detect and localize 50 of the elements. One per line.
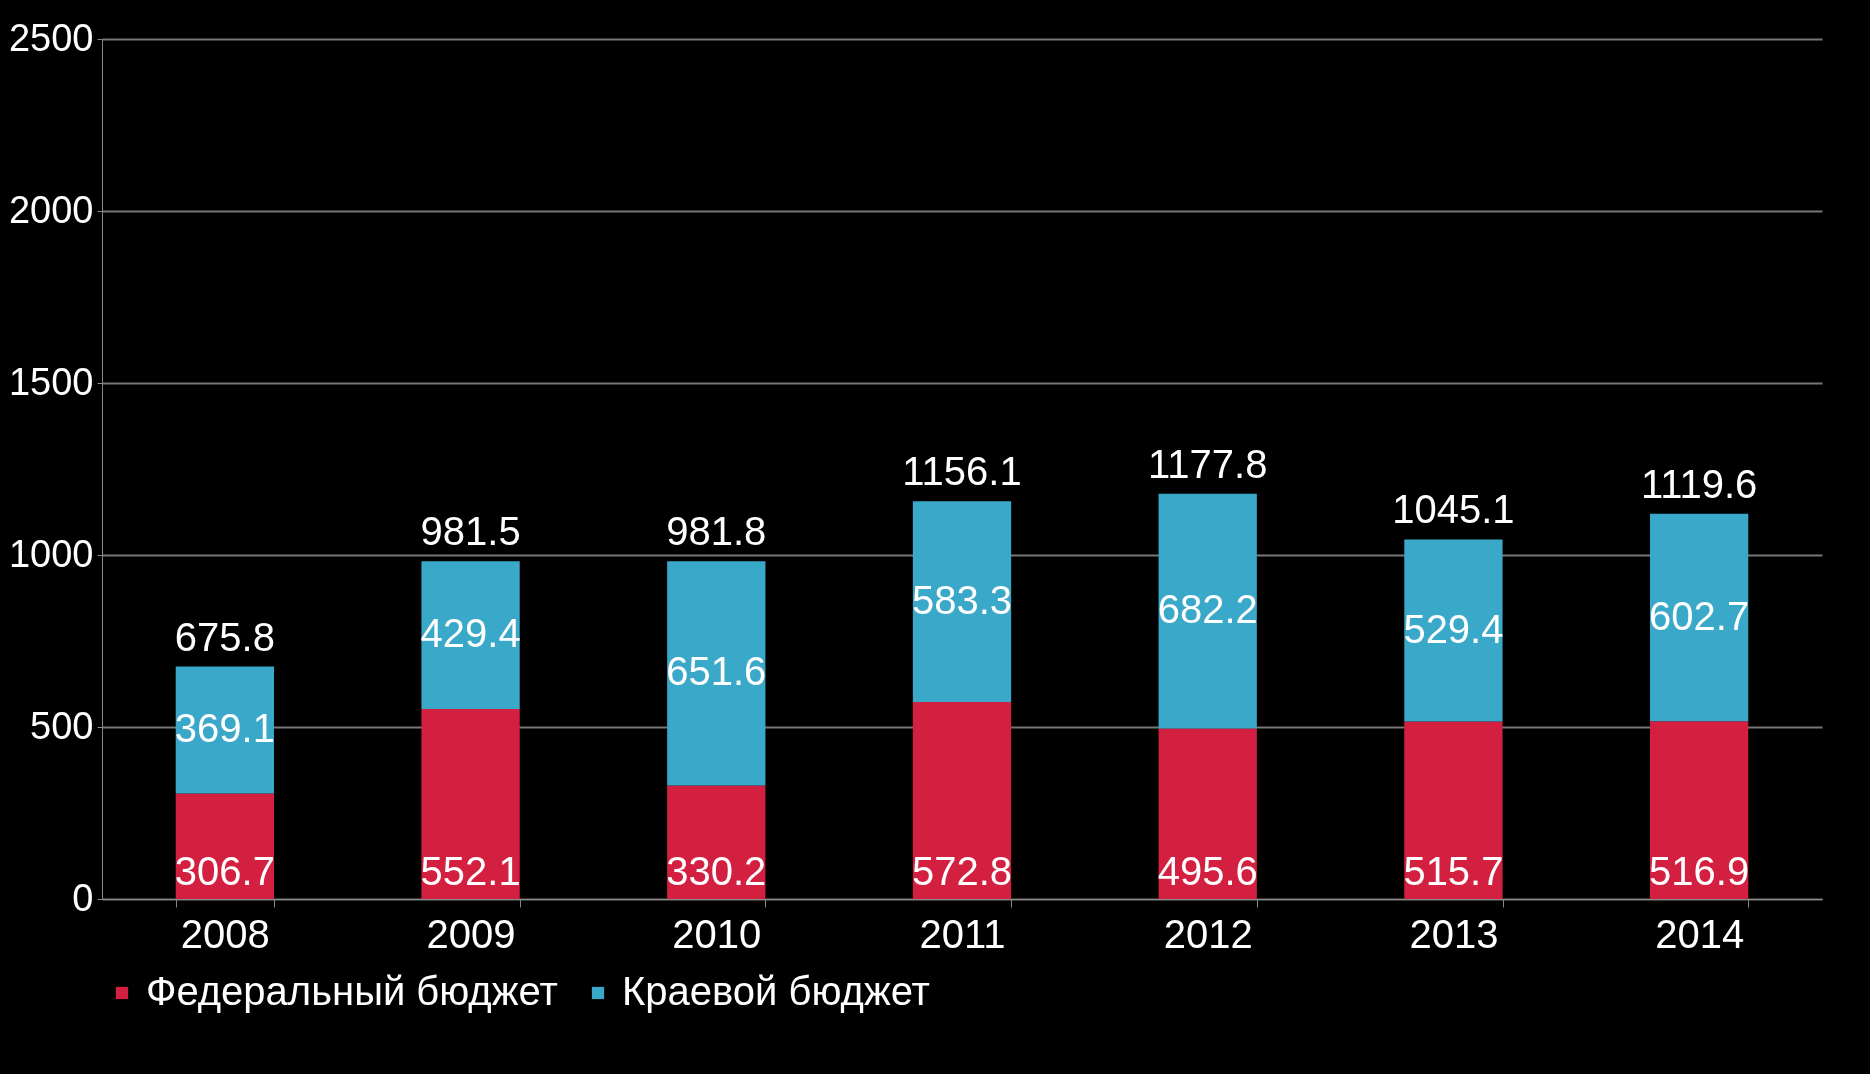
- x-tick-label: 2009: [426, 911, 516, 956]
- x-tick-label: 2013: [1409, 911, 1499, 956]
- total-label: 1156.1: [902, 449, 1022, 494]
- data-label: 583.3: [911, 577, 1013, 622]
- bar: [667, 561, 766, 786]
- total-label: 1177.8: [1148, 441, 1268, 486]
- bar: [1404, 721, 1503, 899]
- legend-label: Краевой бюджет: [622, 969, 930, 1013]
- bar: [175, 666, 274, 794]
- y-tick-label: 1500: [8, 360, 94, 403]
- data-label: 306.7: [174, 849, 275, 893]
- data-label: 495.6: [1157, 849, 1258, 893]
- bar: [1158, 493, 1257, 729]
- legend-label: Федеральный бюджет: [146, 969, 558, 1013]
- data-label: 529.4: [1403, 606, 1504, 651]
- data-label: 651.6: [666, 649, 767, 694]
- bar: [421, 561, 520, 710]
- y-tick-label: 500: [30, 704, 94, 747]
- data-label: 369.1: [174, 706, 275, 751]
- total-label: 675.8: [174, 614, 275, 659]
- x-tick-label: 2014: [1655, 911, 1745, 956]
- data-label: 602.7: [1649, 593, 1750, 638]
- total-label: 981.5: [420, 509, 521, 554]
- bar: [175, 793, 274, 899]
- x-tick-label: 2008: [180, 911, 270, 956]
- data-label: 572.8: [911, 849, 1013, 893]
- bar: [1650, 721, 1749, 899]
- bar: [1158, 728, 1257, 899]
- data-label: 552.1: [420, 849, 521, 893]
- bar: [912, 501, 1012, 702]
- bar: [912, 701, 1012, 899]
- data-label: 330.2: [666, 849, 767, 893]
- data-label: 515.7: [1403, 849, 1504, 893]
- bar: [1650, 513, 1749, 722]
- y-tick-label: 2000: [8, 188, 94, 231]
- bar: [421, 709, 520, 899]
- bar: [667, 785, 766, 899]
- x-tick-label: 2012: [1163, 911, 1253, 956]
- y-tick-label: 1000: [8, 532, 94, 575]
- total-label: 1045.1: [1392, 487, 1515, 532]
- data-label: 682.2: [1157, 587, 1258, 632]
- y-tick-label: 0: [72, 876, 94, 919]
- bar: [1404, 539, 1503, 722]
- total-label: 1119.6: [1640, 461, 1758, 506]
- data-label: 429.4: [420, 611, 521, 656]
- x-tick-label: 2010: [672, 911, 762, 956]
- x-tick-label: 2011: [919, 911, 1006, 956]
- total-label: 981.8: [666, 509, 767, 554]
- data-label: 516.9: [1649, 849, 1750, 893]
- y-tick-label: 2500: [8, 16, 94, 59]
